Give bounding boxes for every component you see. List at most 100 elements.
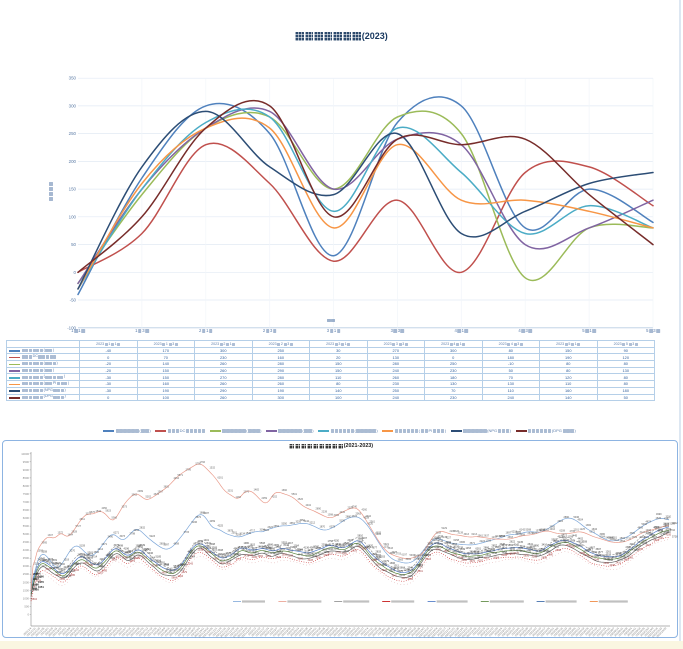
svg-text:5930: 5930 [252,551,258,554]
svg-text:1634: 1634 [592,528,598,531]
svg-text:4107: 4107 [626,553,632,556]
svg-text:4195: 4195 [666,533,672,536]
svg-text:6158: 6158 [288,555,294,558]
svg-text:6111: 6111 [206,545,212,548]
svg-text:4848: 4848 [276,556,282,559]
svg-text:3624: 3624 [390,570,396,573]
svg-text:2022/3/21: 2022/3/21 [293,626,304,637]
svg-text:1496: 1496 [248,554,254,557]
svg-text:4572: 4572 [550,544,556,547]
svg-text:1666: 1666 [124,552,130,555]
svg-text:5583: 5583 [88,552,94,555]
svg-text:6208: 6208 [560,530,566,533]
svg-text:4657: 4657 [162,572,168,575]
svg-text:1047: 1047 [646,544,652,547]
svg-text:4738: 4738 [44,560,50,563]
svg-text:2223: 2223 [156,561,162,564]
svg-text:4432: 4432 [510,549,516,552]
svg-text:2857: 2857 [492,545,498,548]
svg-text:3405: 3405 [248,546,254,549]
svg-text:2023/7/17: 2023/7/17 [591,626,602,637]
svg-text:1360: 1360 [266,547,272,550]
svg-text:1869: 1869 [52,559,58,562]
svg-text:4537: 4537 [344,542,350,545]
svg-text:4753: 4753 [654,526,660,529]
svg-text:2021/5/17: 2021/5/17 [103,626,114,637]
svg-text:6029: 6029 [274,552,280,555]
svg-text:1014: 1014 [150,557,156,560]
svg-text:3486: 3486 [312,555,318,558]
svg-text:4347: 4347 [664,518,670,521]
svg-text:3139: 3139 [458,531,464,534]
svg-text:6158: 6158 [454,539,460,542]
svg-text:3460: 3460 [56,574,62,577]
svg-text:5871: 5871 [242,548,248,551]
svg-text:5643: 5643 [388,547,394,550]
svg-text:5661: 5661 [214,557,220,560]
svg-text:4315: 4315 [352,515,358,518]
svg-text:2022/5/30: 2022/5/30 [337,626,348,637]
svg-text:4382: 4382 [532,548,538,551]
svg-text:4432: 4432 [340,511,346,514]
svg-text:2664: 2664 [474,552,480,555]
svg-text:3407: 3407 [190,550,196,553]
svg-text:5763: 5763 [32,585,38,588]
svg-text:4076: 4076 [52,562,58,565]
svg-text:1660: 1660 [282,489,288,492]
svg-text:4867: 4867 [408,572,414,575]
svg-text:6197: 6197 [402,554,408,557]
svg-text:5501: 5501 [292,493,298,496]
svg-text:5027: 5027 [68,565,74,568]
svg-text:1697: 1697 [506,532,512,535]
svg-text:6279: 6279 [194,543,200,546]
svg-text:3825: 3825 [510,553,516,556]
svg-text:4297: 4297 [468,557,474,560]
svg-text:6294: 6294 [490,550,496,553]
svg-text:3715: 3715 [184,531,190,534]
svg-text:1545: 1545 [246,532,252,535]
svg-text:2758: 2758 [586,549,592,552]
svg-text:2023/6/5: 2023/6/5 [567,626,577,636]
svg-text:2021/1/11: 2021/1/11 [26,626,37,637]
svg-text:1225: 1225 [580,528,586,531]
svg-text:3500: 3500 [23,556,30,560]
svg-text:2023/4/24: 2023/4/24 [540,626,551,637]
svg-text:6303: 6303 [380,556,386,559]
svg-text:2022/4/4: 2022/4/4 [303,626,313,636]
svg-text:4064: 4064 [494,557,500,560]
svg-text:4856: 4856 [658,537,664,540]
svg-text:1758: 1758 [328,540,334,543]
svg-text:5706: 5706 [544,549,550,552]
svg-text:4227: 4227 [446,537,452,540]
svg-text:5803: 5803 [426,558,432,561]
svg-text:2674: 2674 [528,532,534,535]
svg-text:1198: 1198 [84,554,90,557]
svg-text:2022/6/6: 2022/6/6 [342,626,352,636]
svg-text:1770: 1770 [514,552,520,555]
svg-text:4504: 4504 [164,563,170,566]
svg-text:4085: 4085 [342,552,348,555]
svg-text:4207: 4207 [362,537,368,540]
svg-text:6236: 6236 [342,544,348,547]
svg-text:1395: 1395 [136,544,142,547]
svg-text:2022/3/14: 2022/3/14 [289,626,300,637]
svg-text:2021/2/8: 2021/2/8 [44,626,54,636]
svg-text:1976: 1976 [38,580,44,584]
svg-text:2740: 2740 [88,564,94,567]
svg-text:2322: 2322 [268,526,274,529]
svg-text:1956: 1956 [282,554,288,557]
svg-text:5489: 5489 [326,544,332,547]
svg-text:6157: 6157 [180,569,186,572]
svg-text:3002: 3002 [406,558,412,561]
svg-text:1507: 1507 [56,565,62,568]
svg-text:5929: 5929 [352,550,358,553]
svg-text:4262: 4262 [100,558,106,561]
svg-text:1101: 1101 [280,548,286,551]
svg-text:2023/5/22: 2023/5/22 [557,626,568,637]
svg-text:3124: 3124 [640,531,646,534]
svg-text:2022/4/11: 2022/4/11 [306,626,317,637]
svg-text:4144: 4144 [468,553,474,556]
svg-text:5986: 5986 [70,574,76,577]
svg-text:4196: 4196 [124,548,130,551]
svg-text:5539: 5539 [174,565,180,568]
